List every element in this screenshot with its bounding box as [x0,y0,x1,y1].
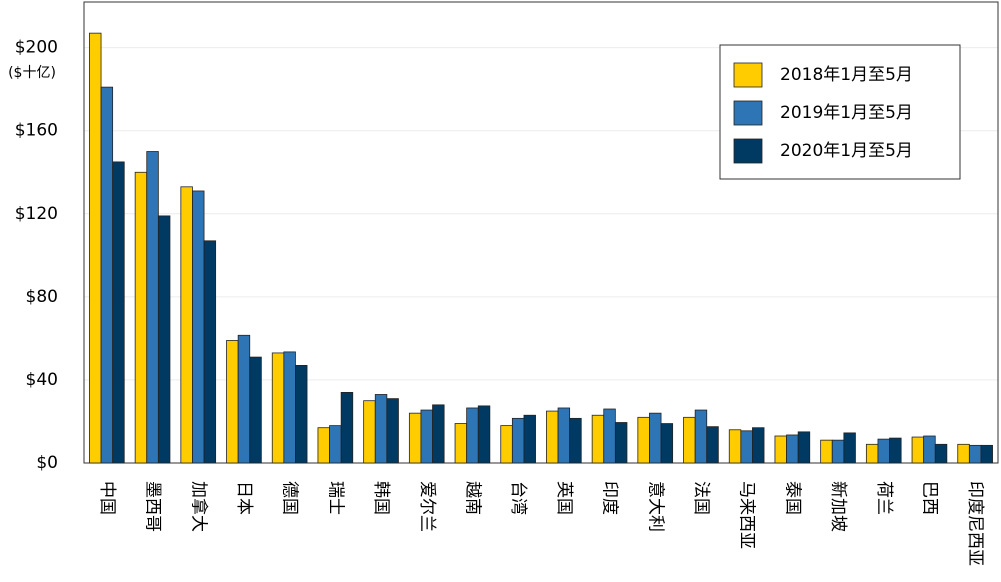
legend-swatch [733,138,763,164]
y-tick-label: $40 [26,370,58,390]
bar [649,412,662,464]
bar [329,425,342,464]
x-tick-label: 瑞士 [325,481,345,515]
bar [112,161,125,464]
x-tick-label: 荷兰 [874,481,894,515]
bar [968,444,982,464]
bar [911,436,925,464]
bar [603,408,616,464]
bar [466,407,479,464]
bar [877,438,890,464]
bar [797,431,811,464]
bar [843,432,856,464]
bar [157,215,171,464]
bar [740,430,753,464]
bar [957,443,970,464]
bar [865,443,879,464]
bar [728,429,742,464]
bar [408,412,422,464]
legend-label: 2019年1月至5月 [780,103,913,123]
bar [146,151,159,464]
bar [706,426,719,464]
x-tick-label: 中国 [97,481,117,515]
bar [100,86,114,464]
bar [180,186,193,464]
y-tick-label: $160 [15,121,58,141]
legend-label: 2020年1月至5月 [780,141,913,161]
bar [820,439,833,464]
bar [523,414,536,464]
x-tick-label: 印度 [600,481,620,515]
bar [786,434,799,464]
bar [889,437,902,464]
x-tick-label: 新加坡 [828,481,848,532]
bar [557,407,571,464]
bar [134,171,148,464]
bar [203,240,217,464]
bar [923,435,936,464]
bar [614,422,628,464]
x-tick-label: 德国 [280,481,300,515]
x-tick-label: 马来西亚 [737,481,757,549]
x-tick-label: 英国 [554,481,574,515]
bar [591,414,605,464]
plot-frame [83,1,999,464]
y-tick-label: $0 [36,453,58,473]
bar [226,340,239,464]
x-tick-label: 墨西哥 [143,481,163,532]
bar [980,444,993,464]
bar [192,190,205,464]
bar [683,416,696,464]
legend-swatch [733,62,763,88]
y-tick-label: $120 [15,204,58,224]
bar [454,423,468,464]
bar [283,351,296,464]
bar [511,417,525,464]
legend-swatch [733,100,763,126]
bar [546,410,559,464]
bar [340,391,354,464]
y-tick-label: $200 [15,38,58,58]
bar [831,439,845,464]
x-tick-label: 意大利 [645,481,665,532]
bar [694,409,708,464]
bar [386,398,399,464]
y-axis-label: ($十亿) [8,65,56,81]
x-tick-label: 台湾 [508,481,528,515]
x-tick-label: 日本 [234,481,254,515]
bar [295,365,308,464]
legend-label: 2018年1月至5月 [780,65,913,85]
bar [569,417,582,464]
bar [934,443,948,464]
x-tick-label: 爱尔兰 [417,481,437,532]
bar [500,425,513,464]
x-tick-label: 加拿大 [188,481,209,532]
x-tick-label: 法国 [691,481,711,515]
bar [660,423,674,464]
x-tick-label: 越南 [462,481,482,515]
bar [271,352,285,464]
bar [752,427,765,464]
bar [477,405,491,464]
bar [237,334,251,464]
bar [637,416,650,464]
y-tick-label: $80 [26,287,58,307]
bar [249,356,262,464]
x-tick-label: 印度尼西亚 [965,481,985,566]
x-tick-label: 泰国 [782,481,802,515]
bar [774,435,787,464]
x-tick-label: 韩国 [371,481,391,515]
bar [317,427,330,464]
bar [89,32,102,464]
bar [420,409,433,464]
bar [374,394,388,464]
bar [363,400,376,464]
x-tick-label: 巴西 [919,481,939,515]
bar [432,404,445,464]
